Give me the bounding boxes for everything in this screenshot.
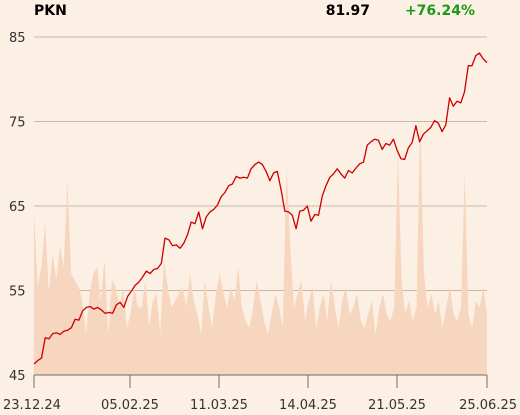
y-tick-label: 85	[9, 31, 26, 46]
y-tick-label: 45	[9, 369, 26, 384]
x-tick-label: 05.02.25	[101, 398, 159, 413]
y-axis-ticks: 45 55 65 75 85	[9, 31, 26, 384]
y-tick-label: 65	[9, 200, 26, 215]
price-line	[33, 52, 488, 365]
x-tick-label: 11.03.25	[190, 398, 248, 413]
last-price: 81.97	[326, 3, 370, 19]
x-tick-label: 23.12.24	[3, 398, 61, 413]
ticker-label: PKN	[34, 3, 67, 19]
x-tick-label: 21.05.25	[368, 398, 426, 413]
volume-area	[34, 118, 487, 375]
x-tick-label: 25.06.25	[459, 398, 517, 413]
y-tick-label: 75	[9, 116, 26, 131]
x-axis-ticks: 23.12.24 05.02.25 11.03.25 14.04.25 21.05.25…	[3, 375, 517, 413]
y-tick-label: 55	[9, 285, 26, 300]
x-tick-label: 14.04.25	[279, 398, 337, 413]
grid-lines	[34, 36, 487, 291]
percent-change: +76.24%	[405, 3, 475, 19]
